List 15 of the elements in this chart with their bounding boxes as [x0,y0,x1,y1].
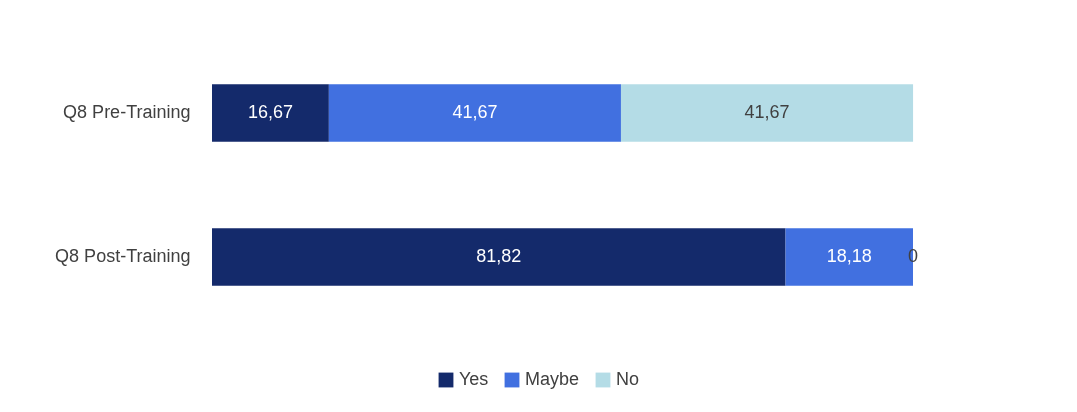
data-label: 16,67 [247,102,293,122]
legend-label: No [616,369,640,389]
bar [620,84,914,142]
data-label: 18,18 [826,246,872,266]
y-tick-label: Q8 Pre-Training [63,102,191,122]
bar [212,228,786,286]
bar [212,84,329,142]
bar [328,84,621,142]
data-label: 41,67 [452,102,498,122]
data-label: 41,67 [744,102,790,122]
y-tick-label: Q8 Post-Training [55,246,191,266]
data-label: 0 [907,246,919,266]
legend-label: Maybe [525,369,580,389]
legend-label: Yes [459,369,489,389]
data-label: 81,82 [476,246,522,266]
